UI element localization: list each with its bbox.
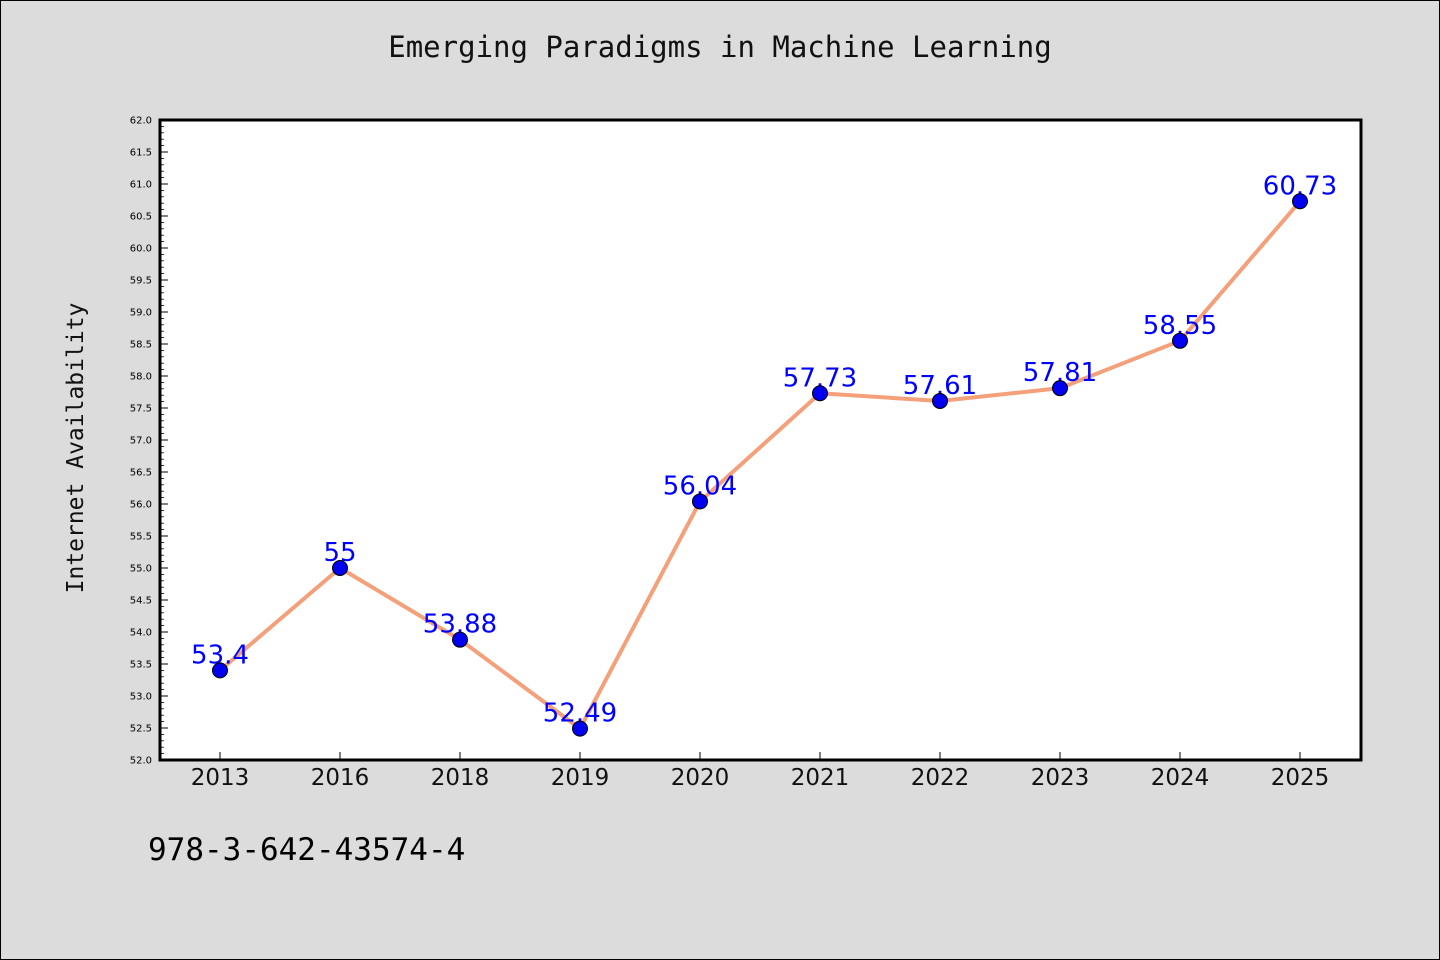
data-point [212, 662, 228, 679]
y-tick-label: 54.0 [130, 628, 152, 639]
x-tick-label: 2023 [1031, 765, 1090, 791]
y-tick-label: 55.5 [130, 532, 152, 543]
y-tick-label: 59.0 [130, 308, 152, 319]
y-tick-label: 57.5 [130, 404, 152, 415]
y-tick-label: 57.0 [130, 436, 152, 447]
y-tick-label: 58.5 [130, 340, 152, 351]
isbn-footnote: 978-3-642-43574-4 [148, 832, 466, 868]
y-tick-label: 54.5 [130, 596, 152, 607]
y-tick-label: 62.0 [130, 116, 152, 127]
x-tick-label: 2021 [791, 765, 850, 791]
y-tick-label: 58.0 [130, 372, 152, 383]
y-tick-label: 61.5 [130, 148, 152, 159]
y-tick-label: 53.5 [130, 660, 152, 671]
y-tick-label: 52.5 [130, 724, 152, 735]
x-tick-label: 2018 [431, 765, 490, 791]
data-point [692, 493, 708, 510]
y-tick-label: 55.0 [130, 564, 152, 575]
plot-frame [158, 118, 1363, 762]
y-tick-label: 56.0 [130, 500, 152, 511]
x-tick-label: 2019 [551, 765, 610, 791]
x-tick-label: 2022 [911, 765, 970, 791]
chart-title: Emerging Paradigms in Machine Learning [388, 30, 1052, 64]
y-tick-label: 56.5 [130, 468, 152, 479]
plot-area [160, 120, 1361, 760]
y-tick-label: 53.0 [130, 692, 152, 703]
y-tick-label: 52.0 [130, 756, 152, 767]
y-tick-label: 60.5 [130, 212, 152, 223]
data-point [572, 720, 588, 737]
data-point [932, 392, 948, 409]
x-tick-label: 2025 [1271, 765, 1330, 791]
y-tick-label: 61.0 [130, 180, 152, 191]
data-point [452, 631, 468, 648]
data-point [1172, 332, 1188, 349]
data-point [1292, 193, 1308, 210]
data-point [332, 560, 348, 576]
series-line [218, 199, 1302, 731]
x-tick-label: 2013 [191, 765, 250, 791]
y-tick-label: 60.0 [130, 244, 152, 255]
data-point [812, 385, 828, 402]
x-tick-label: 2024 [1151, 765, 1210, 791]
x-tick-label: 2020 [671, 765, 730, 791]
data-point [1052, 380, 1068, 397]
x-tick-label: 2016 [311, 765, 370, 791]
y-tick-label: 59.5 [130, 276, 152, 287]
